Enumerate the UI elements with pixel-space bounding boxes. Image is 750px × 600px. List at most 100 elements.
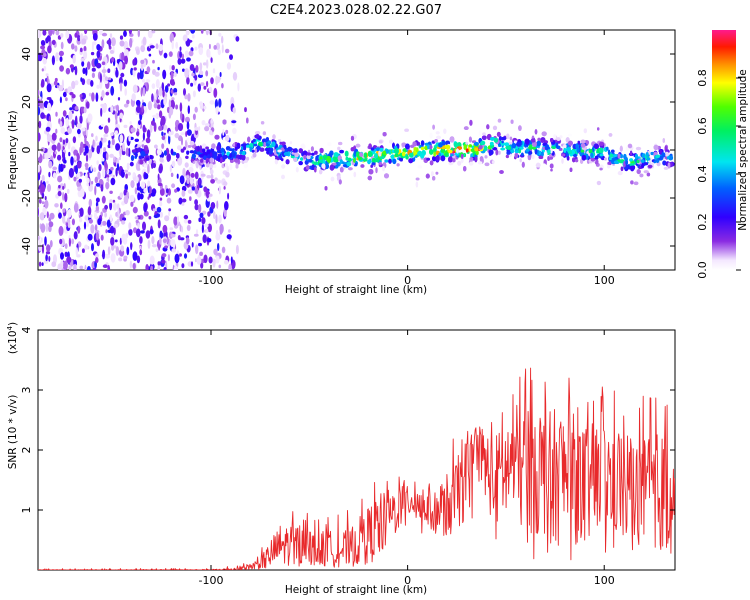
noise-speckle xyxy=(105,152,109,161)
ridge-cell xyxy=(319,169,323,175)
noise-speckle xyxy=(208,86,213,93)
noise-speckle xyxy=(161,135,166,140)
noise-speckle xyxy=(221,83,224,89)
noise-speckle xyxy=(64,243,68,250)
noise-speckle xyxy=(180,58,186,64)
noise-speckle xyxy=(47,45,52,54)
ridge-cell xyxy=(559,135,563,139)
noise-speckle xyxy=(96,160,99,166)
noise-speckle xyxy=(46,211,49,219)
noise-speckle xyxy=(208,256,213,264)
noise-speckle xyxy=(226,62,231,70)
noise-speckle xyxy=(59,56,63,62)
ridge-cell xyxy=(599,147,604,154)
noise-speckle xyxy=(167,83,171,87)
spectrogram-x-axis-label: Height of straight line (km) xyxy=(285,284,427,296)
noise-speckle xyxy=(94,185,97,196)
noise-speckle xyxy=(74,155,77,161)
noise-speckle xyxy=(101,39,105,49)
noise-speckle xyxy=(185,50,189,59)
ridge-cell xyxy=(206,150,210,156)
noise-speckle xyxy=(174,132,180,139)
noise-speckle xyxy=(168,208,172,212)
noise-speckle xyxy=(62,164,66,169)
noise-speckle xyxy=(45,73,49,77)
noise-speckle xyxy=(186,77,190,85)
ridge-cell xyxy=(209,152,213,157)
ridge-cell xyxy=(518,125,522,131)
ridge-cell xyxy=(388,158,392,164)
noise-speckle xyxy=(84,264,87,270)
noise-speckle xyxy=(152,59,155,64)
ridge-cell xyxy=(630,180,634,185)
ridge-cell xyxy=(417,165,422,169)
ridge-cell xyxy=(396,163,400,167)
noise-speckle xyxy=(221,44,224,54)
noise-speckle xyxy=(171,97,175,101)
noise-speckle xyxy=(100,107,103,117)
noise-speckle xyxy=(212,258,216,268)
noise-speckle xyxy=(92,267,97,270)
noise-speckle xyxy=(41,78,45,88)
noise-speckle xyxy=(169,32,174,43)
noise-speckle xyxy=(177,156,183,166)
ridge-cell xyxy=(449,136,455,143)
noise-speckle xyxy=(142,78,145,83)
noise-speckle xyxy=(157,182,163,187)
ridge-cell xyxy=(623,153,627,160)
ridge-cell xyxy=(650,151,654,156)
ridge-cell xyxy=(440,155,446,162)
noise-speckle xyxy=(123,255,128,260)
ridge-cell xyxy=(599,141,605,146)
noise-speckle xyxy=(208,193,213,197)
noise-speckle xyxy=(200,30,204,34)
ridge-cell xyxy=(313,161,318,165)
noise-speckle xyxy=(108,140,111,146)
noise-speckle xyxy=(138,120,141,126)
noise-speckle xyxy=(88,149,93,159)
noise-speckle xyxy=(79,217,83,223)
noise-speckle xyxy=(157,219,161,229)
noise-speckle xyxy=(40,184,46,193)
ridge-cell xyxy=(158,125,163,131)
noise-speckle xyxy=(40,112,45,119)
noise-speckle xyxy=(91,243,94,252)
noise-speckle xyxy=(181,190,186,197)
noise-speckle xyxy=(62,214,66,224)
noise-speckle xyxy=(87,113,93,123)
ridge-cell xyxy=(269,148,273,155)
noise-speckle xyxy=(178,197,183,205)
noise-speckle xyxy=(135,48,140,55)
noise-speckle xyxy=(174,253,180,264)
ridge-cell xyxy=(434,139,438,143)
ridge-cell xyxy=(521,161,525,168)
noise-speckle xyxy=(85,154,89,162)
ridge-cell xyxy=(489,141,494,146)
ridge-cell xyxy=(617,153,621,159)
noise-speckle xyxy=(94,176,99,184)
noise-speckle xyxy=(107,117,111,123)
ridge-cell xyxy=(314,166,317,173)
y-tick-label: 40 xyxy=(20,47,33,61)
noise-speckle xyxy=(159,197,163,201)
ridge-cell xyxy=(580,158,584,164)
noise-speckle xyxy=(155,43,159,50)
noise-speckle xyxy=(198,47,204,56)
noise-speckle xyxy=(62,139,66,145)
ridge-cell xyxy=(130,155,135,161)
ridge-cell xyxy=(310,146,314,152)
noise-speckle xyxy=(101,137,107,143)
y-tick-label: -40 xyxy=(20,237,33,255)
ridge-cell xyxy=(646,152,649,159)
ridge-cell xyxy=(246,117,249,124)
noise-speckle xyxy=(153,214,159,219)
noise-speckle xyxy=(84,136,87,144)
ridge-cell xyxy=(186,150,190,155)
noise-speckle xyxy=(110,37,116,47)
ridge-cell xyxy=(298,148,303,154)
ridge-cell xyxy=(306,152,312,156)
noise-speckle xyxy=(205,189,210,199)
noise-speckle xyxy=(53,80,58,86)
ridge-cell xyxy=(166,156,170,162)
noise-speckle xyxy=(120,72,125,78)
